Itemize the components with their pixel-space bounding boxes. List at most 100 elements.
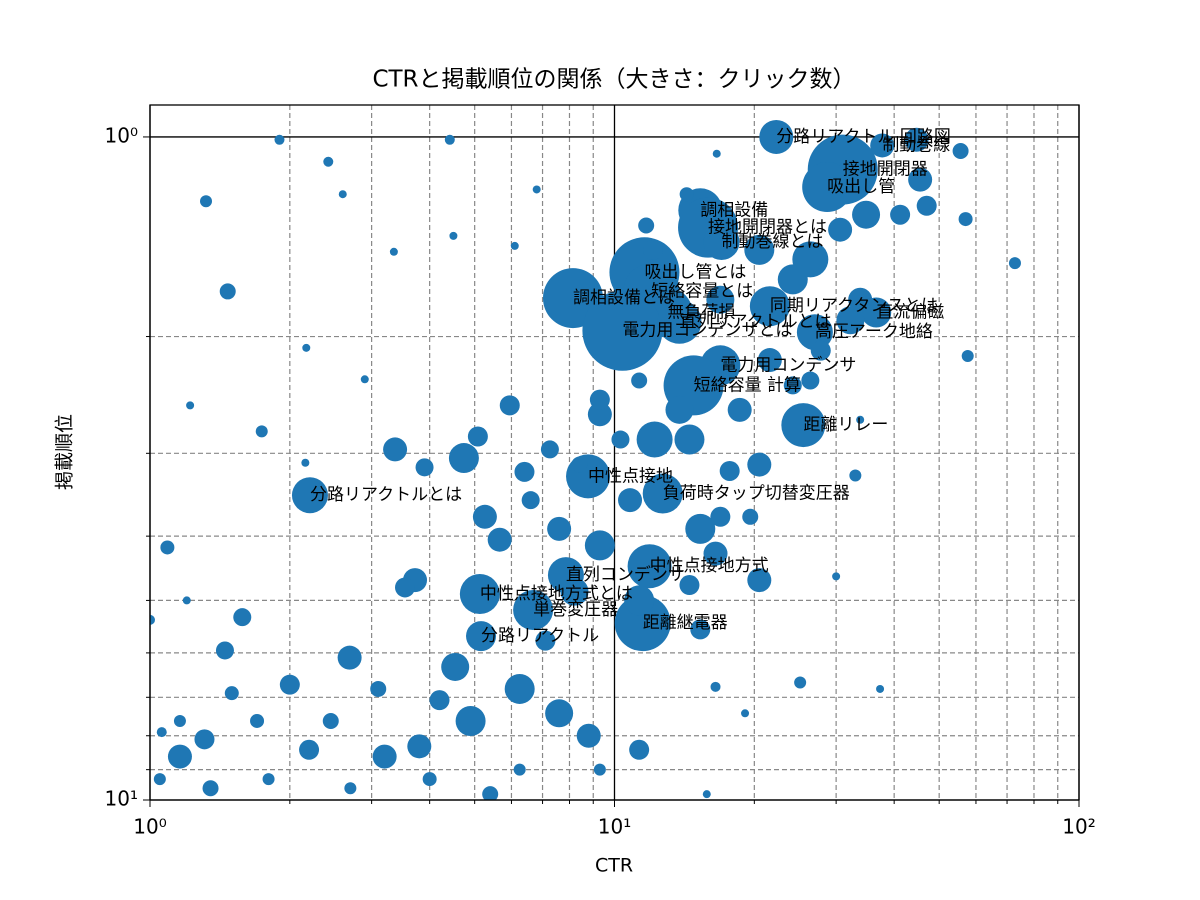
point-label: 接地開閉器 bbox=[843, 160, 928, 180]
bubble bbox=[521, 491, 540, 510]
bubble bbox=[665, 395, 694, 424]
bubble bbox=[224, 686, 239, 701]
bubble bbox=[794, 676, 807, 689]
bubble bbox=[719, 460, 740, 481]
point-label: 調相設備とは bbox=[573, 288, 675, 308]
point-label: 電力用コンデンサ bbox=[720, 354, 856, 375]
bubble bbox=[757, 348, 782, 373]
bubble bbox=[194, 729, 215, 750]
bubble bbox=[370, 680, 387, 697]
bubble bbox=[459, 573, 500, 614]
bubble bbox=[200, 195, 213, 208]
bubble bbox=[727, 397, 752, 422]
bubble bbox=[455, 705, 486, 736]
bubble bbox=[749, 286, 790, 327]
bubble bbox=[344, 782, 357, 795]
bubble bbox=[441, 652, 470, 681]
bubble bbox=[372, 744, 397, 769]
bubble bbox=[781, 403, 826, 448]
bubble bbox=[589, 389, 610, 410]
bubble bbox=[712, 149, 721, 158]
bubble bbox=[611, 430, 630, 449]
bubble bbox=[444, 134, 455, 145]
chart-title: CTRと掲載順位の関係（大きさ：クリック数） bbox=[372, 67, 855, 93]
point-label: 高圧アーク地絡 bbox=[815, 322, 933, 342]
bubble bbox=[250, 713, 265, 728]
bubble bbox=[952, 142, 969, 159]
x-axis-label: CTR bbox=[595, 855, 633, 877]
bubble bbox=[587, 402, 612, 427]
bubble bbox=[631, 372, 648, 389]
bubble bbox=[186, 401, 195, 410]
bubble bbox=[504, 673, 535, 704]
bubble bbox=[627, 544, 672, 589]
bubble bbox=[702, 790, 711, 799]
annotations: 分路リアクトル 回路図制動巻線接地開閉器吸出し管調相設備接地開閉器とは制動巻線と… bbox=[310, 127, 951, 646]
bubble bbox=[472, 504, 497, 529]
bubble bbox=[690, 619, 711, 640]
bubble bbox=[153, 773, 166, 786]
point-label: 制動巻線 bbox=[882, 135, 950, 155]
bubble bbox=[828, 217, 853, 242]
y-tick-label: 10⁰ bbox=[105, 123, 138, 147]
bubble bbox=[832, 572, 841, 581]
bubble bbox=[560, 577, 589, 606]
bubble bbox=[792, 241, 829, 278]
point-label: 調相設備 bbox=[700, 200, 768, 220]
point-label: 短絡容量とは bbox=[651, 281, 753, 301]
bubble bbox=[642, 473, 683, 514]
bubble bbox=[299, 739, 320, 760]
point-label: 負荷時タップ切替変圧器 bbox=[663, 484, 850, 504]
bubble bbox=[301, 458, 310, 467]
bubble bbox=[802, 162, 853, 213]
bubble bbox=[810, 340, 831, 361]
bubble bbox=[801, 371, 820, 390]
bubble bbox=[429, 690, 450, 711]
point-label: 吸出し管 bbox=[827, 177, 895, 197]
point-label: 単巻変圧器 bbox=[533, 600, 618, 620]
bubble bbox=[262, 773, 275, 786]
bubble bbox=[182, 596, 191, 605]
bubble bbox=[961, 350, 974, 363]
bubble bbox=[202, 780, 219, 797]
bubble bbox=[706, 285, 735, 314]
bubble bbox=[638, 217, 655, 234]
y-tick-label: 10¹ bbox=[105, 787, 138, 811]
x-tick-label: 10⁰ bbox=[133, 815, 166, 839]
grid bbox=[149, 105, 1080, 801]
point-label: 無負荷損 bbox=[667, 303, 735, 323]
bubble bbox=[710, 506, 731, 527]
bubble bbox=[904, 127, 929, 152]
bubble bbox=[487, 527, 512, 552]
point-label: 制動巻線とは bbox=[722, 232, 824, 252]
point-label: 直流偏磁 bbox=[876, 303, 944, 323]
bubble bbox=[510, 241, 519, 250]
points bbox=[150, 119, 1021, 800]
bubble bbox=[547, 516, 572, 541]
point-label: 中性点接地方式 bbox=[650, 556, 769, 576]
bubble bbox=[856, 415, 865, 424]
bubble bbox=[741, 709, 750, 718]
bubble bbox=[593, 763, 606, 776]
point-label: 接地開閉器とは bbox=[708, 218, 827, 238]
point-label: 中性点接地方式とは bbox=[480, 584, 633, 604]
bubble bbox=[532, 185, 541, 194]
bubble bbox=[710, 681, 721, 692]
bubble bbox=[513, 763, 526, 776]
axes: 10⁰ 10¹ 10² 10⁰ 10¹ bbox=[105, 123, 1096, 838]
bubble bbox=[360, 375, 369, 384]
bubble bbox=[540, 440, 559, 459]
point-label: 短絡容量 計算 bbox=[694, 375, 801, 395]
point-label: 吸出し管とは bbox=[644, 262, 746, 282]
bubble bbox=[571, 456, 588, 473]
bubble bbox=[1008, 257, 1021, 270]
bubble bbox=[279, 674, 300, 695]
bubble bbox=[156, 727, 167, 738]
bubble bbox=[338, 190, 347, 199]
bubble bbox=[274, 134, 285, 145]
x-tick-label: 10² bbox=[1062, 815, 1095, 839]
bubble bbox=[302, 343, 311, 352]
bubble bbox=[576, 723, 601, 748]
point-label: 直列コンデンサ bbox=[566, 564, 685, 585]
bubble bbox=[482, 786, 499, 800]
